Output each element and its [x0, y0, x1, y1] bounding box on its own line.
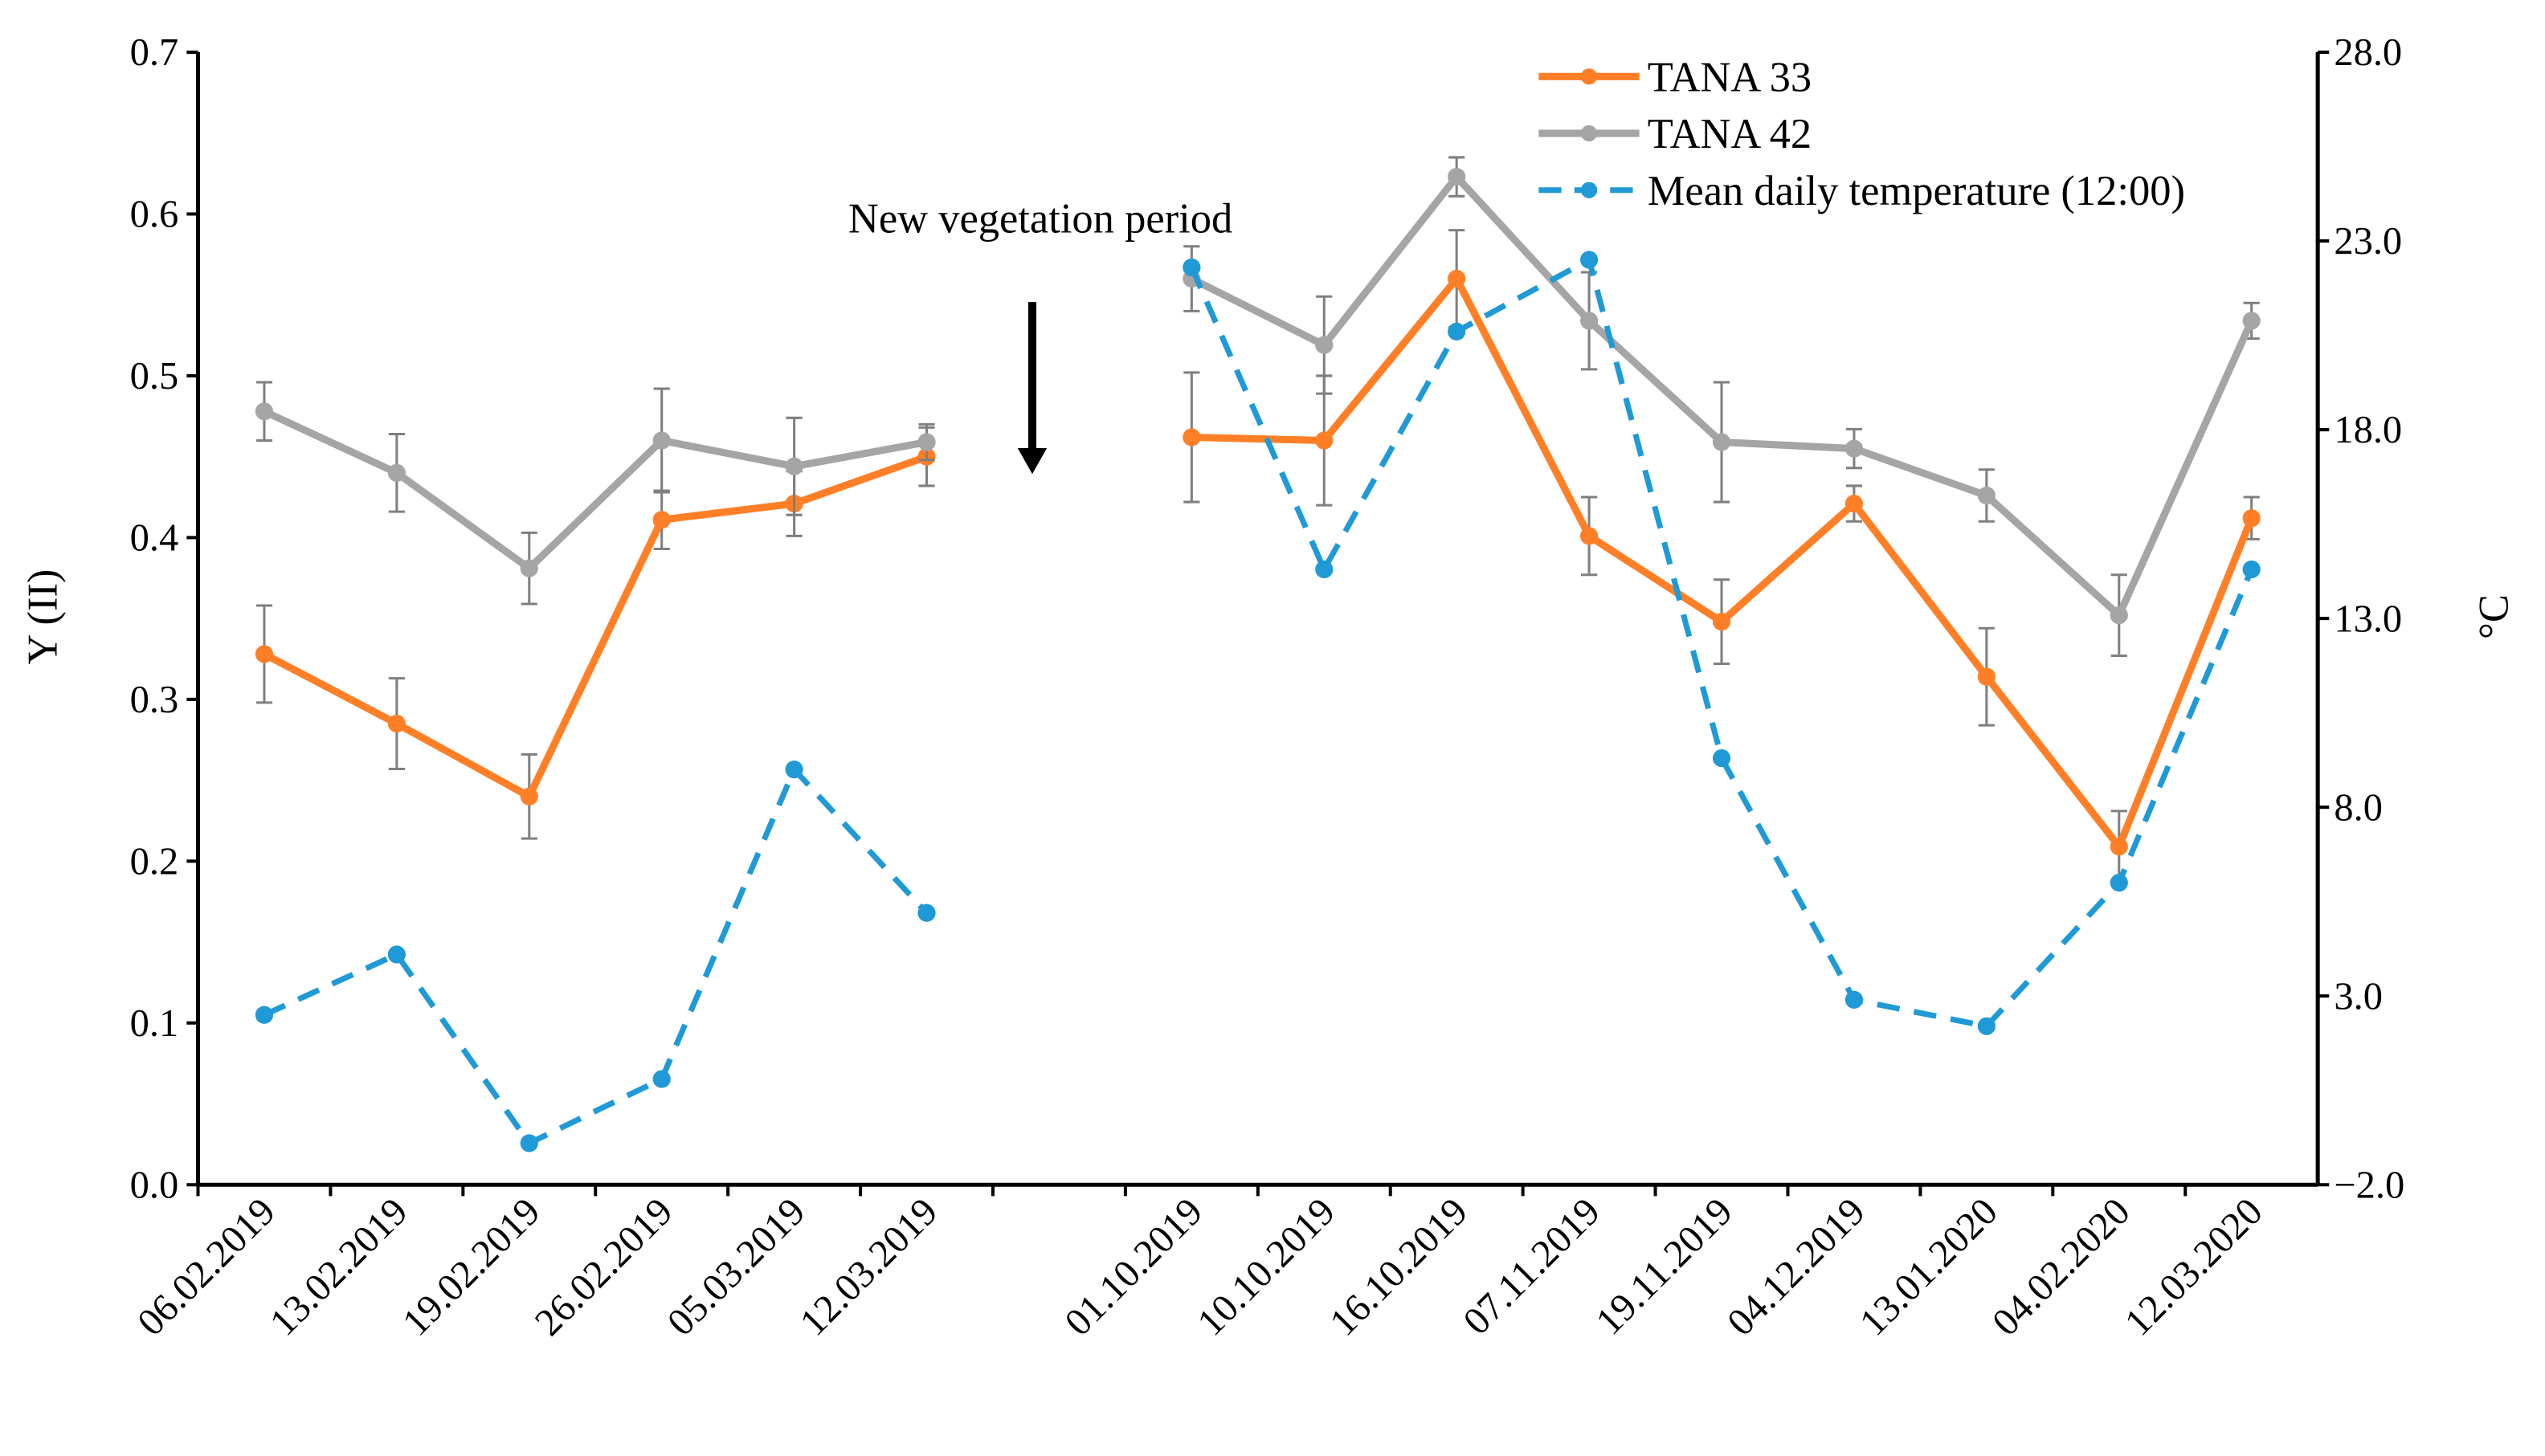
data-point-1: [1315, 336, 1334, 354]
data-point-2: [1977, 1017, 1996, 1035]
data-point-2: [520, 1134, 538, 1152]
x-tick-label: 12.03.2019: [792, 1190, 946, 1344]
data-point-0: [1579, 527, 1599, 545]
arrow-head-icon: [1017, 447, 1048, 475]
x-tick-label: 07.11.2019: [1456, 1190, 1608, 1343]
data-point-0: [1315, 431, 1334, 450]
series-line-0: [262, 453, 929, 801]
y2-tick-label: 18.0: [2334, 409, 2402, 451]
y-tick-label: 0.7: [130, 31, 179, 74]
data-point-2: [785, 761, 803, 779]
data-point-1: [387, 463, 406, 482]
data-point-2: [1712, 748, 1731, 768]
data-point-0: [2242, 509, 2261, 528]
data-point-0: [2110, 838, 2128, 856]
x-tick-label: 13.02.2019: [262, 1190, 416, 1344]
data-point-2: [2110, 874, 2128, 892]
data-point-1: [2242, 312, 2261, 330]
x-tick-label: 12.03.2020: [2117, 1190, 2271, 1344]
y2-axis-label: °C: [2471, 594, 2518, 639]
data-point-0: [1844, 494, 1864, 513]
x-tick-label: 06.02.2019: [129, 1190, 284, 1344]
y-tick-label: 0.6: [130, 194, 179, 236]
data-point-0: [652, 511, 671, 529]
data-point-2: [917, 903, 936, 922]
x-tick-label: 10.10.2019: [1190, 1190, 1344, 1344]
x-tick-label: 05.03.2019: [660, 1190, 814, 1344]
data-point-2: [387, 945, 406, 964]
data-point-1: [1448, 168, 1466, 186]
y2-tick-label: 28.0: [2334, 31, 2402, 74]
data-point-0: [520, 787, 538, 805]
data-point-1: [1579, 312, 1599, 330]
data-point-2: [1844, 990, 1864, 1009]
data-point-2: [1183, 258, 1201, 277]
data-point-0: [1183, 428, 1201, 447]
series-line-2: [263, 766, 929, 1147]
data-point-1: [1844, 439, 1864, 458]
data-point-1: [255, 402, 274, 421]
x-tick-label: 16.10.2019: [1322, 1190, 1476, 1344]
y-tick-label: 0.1: [130, 1002, 179, 1045]
legend-marker-0: [1580, 68, 1598, 85]
data-point-0: [1712, 613, 1731, 631]
y-tick-label: 0.4: [130, 517, 179, 560]
data-point-0: [1977, 667, 1996, 686]
x-tick-label: 19.11.2019: [1588, 1190, 1741, 1343]
y2-tick-label: 13.0: [2334, 597, 2402, 640]
y-tick-label: 0.2: [130, 840, 179, 883]
data-point-1: [917, 433, 936, 451]
legend-label: TANA 33: [1648, 54, 1812, 100]
data-point-2: [1448, 322, 1466, 341]
series-line-2: [1189, 257, 2254, 1030]
y2-tick-label: 3.0: [2334, 975, 2383, 1018]
legend-label: TANA 42: [1648, 111, 1812, 157]
y-tick-label: 0.0: [130, 1164, 179, 1206]
x-tick-label: 19.02.2019: [394, 1190, 549, 1344]
data-point-2: [1579, 251, 1599, 269]
data-point-1: [1977, 486, 1996, 505]
x-tick-label: 01.10.2019: [1057, 1190, 1211, 1344]
data-point-1: [785, 457, 803, 475]
x-tick-label: 04.12.2019: [1719, 1190, 1873, 1344]
data-point-1: [652, 431, 671, 450]
data-point-0: [1448, 269, 1466, 288]
data-point-2: [2242, 560, 2261, 579]
data-point-2: [652, 1070, 671, 1088]
y-tick-label: 0.3: [130, 679, 179, 721]
data-point-2: [1315, 560, 1334, 579]
series-line-1: [263, 408, 928, 573]
legend-label: Mean daily temperature (12:00): [1648, 168, 2185, 214]
data-point-1: [2110, 606, 2128, 625]
data-point-1: [520, 559, 538, 577]
y-tick-label: 0.5: [130, 355, 179, 398]
x-tick-label: 04.02.2020: [1984, 1190, 2139, 1344]
y2-tick-label: −2.0: [2334, 1164, 2404, 1206]
data-point-0: [255, 645, 274, 663]
data-point-2: [255, 1005, 274, 1024]
y2-tick-label: 23.0: [2334, 220, 2402, 263]
y2-tick-label: 8.0: [2334, 786, 2383, 829]
annotation-text: New vegetation period: [848, 195, 1232, 242]
legend-marker-2: [1580, 181, 1598, 198]
y-axis-label: Y (II): [20, 569, 67, 665]
legend-marker-1: [1580, 124, 1598, 142]
data-point-1: [1712, 433, 1731, 451]
x-tick-label: 26.02.2019: [527, 1190, 681, 1344]
data-point-0: [387, 714, 406, 733]
x-tick-label: 13.01.2020: [1852, 1190, 2006, 1344]
